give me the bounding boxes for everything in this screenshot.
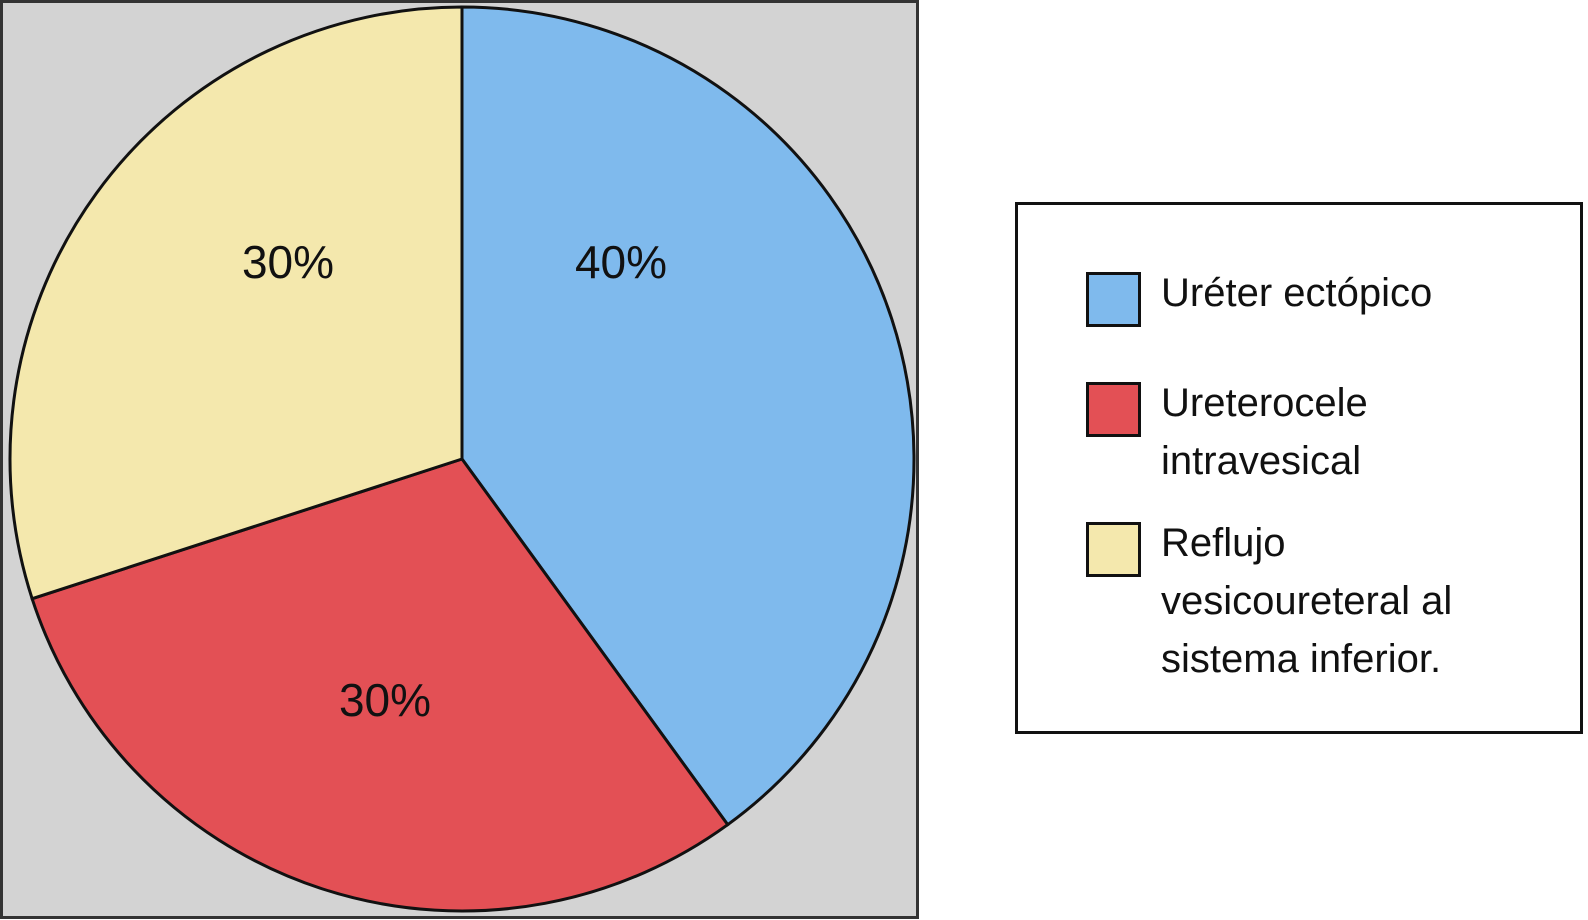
data-label: 40% <box>575 236 667 288</box>
legend-swatch <box>1086 382 1141 437</box>
data-label: 30% <box>339 674 431 726</box>
pie-slice <box>460 5 916 827</box>
legend-label: Reflujo vesicoureteral al sistema inferi… <box>1161 521 1453 681</box>
chart: 40% 30% 30% <box>0 0 919 919</box>
legend: Uréter ectópico Ureterocele intravesical R… <box>1015 202 1583 734</box>
pie-slice <box>30 457 730 913</box>
legend-swatch <box>1086 522 1141 577</box>
pie-slice <box>8 5 464 601</box>
data-label: 30% <box>242 236 334 288</box>
legend-swatch <box>1086 272 1141 327</box>
legend-label: Uréter ectópico <box>1161 271 1433 315</box>
legend-label: Ureterocele intravesical <box>1161 381 1368 483</box>
